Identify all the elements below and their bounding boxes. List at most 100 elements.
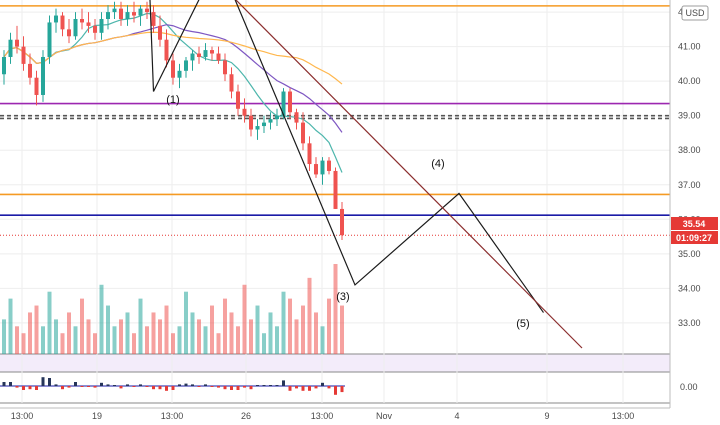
candle-body — [190, 53, 195, 61]
oscillator-bar — [87, 386, 90, 387]
oscillator-bar — [139, 384, 142, 386]
time-axis-label: 26 — [241, 411, 251, 421]
volume-bar — [190, 312, 195, 354]
candle-body — [67, 29, 71, 37]
volume-bar — [93, 333, 97, 354]
candle-body — [47, 22, 52, 57]
oscillator-bar — [262, 385, 266, 386]
candle-body — [80, 18, 84, 23]
candle-body — [86, 22, 91, 26]
grid-lines — [0, 0, 670, 403]
oscillator-bar — [249, 386, 253, 390]
candle-body — [60, 15, 65, 30]
candle-body — [197, 53, 201, 57]
oscillator-bar — [204, 384, 207, 386]
price-axis[interactable] — [670, 0, 720, 425]
candle-body — [112, 8, 117, 13]
oscillator-bar — [2, 382, 6, 386]
price-axis-label: 40.00 — [678, 76, 701, 86]
price-axis-label: 37.00 — [678, 180, 701, 190]
oscillator-bar — [9, 382, 12, 386]
oscillator-bar — [41, 377, 45, 386]
candle-body — [333, 170, 338, 209]
candle-body — [268, 119, 273, 123]
time-axis-label: Nov — [376, 411, 393, 421]
candle-body — [54, 15, 58, 23]
oscillator-bar — [191, 384, 194, 386]
candle-body — [307, 143, 312, 165]
volume-bar — [106, 305, 110, 354]
volume-bar — [28, 312, 32, 354]
oscillator-bar — [314, 386, 318, 389]
candles — [2, 1, 344, 241]
oscillator-band — [0, 354, 670, 372]
volume-bar — [184, 291, 188, 354]
oscillator-bar — [100, 382, 103, 386]
oscillator-bar — [327, 386, 331, 389]
candle-body — [151, 12, 156, 26]
volume-bar — [216, 333, 221, 354]
drawing-layer[interactable] — [149, 0, 583, 349]
candle-body — [34, 77, 39, 95]
volume-bar — [242, 284, 247, 354]
oscillator-bar — [158, 386, 162, 390]
oscillator-bar — [334, 386, 337, 395]
volume-bar — [288, 298, 292, 354]
oscillator-bar — [113, 385, 116, 386]
time-axis-label: 13:00 — [612, 411, 635, 421]
oscillator-bar — [217, 386, 220, 388]
volume-bar — [275, 326, 279, 354]
candle-body — [21, 46, 26, 64]
oscillator-bar — [126, 384, 129, 386]
candle-body — [242, 108, 247, 116]
oscillator-bar — [48, 378, 51, 386]
volume-bar — [294, 319, 299, 354]
oscillator-bar — [230, 386, 233, 390]
price-axis-label: 39.00 — [678, 111, 701, 121]
candle-body — [327, 160, 331, 171]
volume-bar — [333, 264, 338, 354]
volume-bar — [164, 305, 169, 354]
oscillator-bar — [171, 386, 175, 390]
candle-body — [171, 60, 175, 78]
oscillator-bar — [67, 386, 71, 388]
volume-bar — [125, 312, 130, 354]
candle-body — [314, 164, 318, 175]
price-axis-label: 38.00 — [678, 145, 701, 155]
time-axis-label: 13:00 — [161, 411, 184, 421]
price-axis-label: 33.00 — [678, 318, 701, 328]
oscillator-bar — [295, 386, 298, 389]
volume-bar — [132, 333, 136, 354]
oscillator-bar — [106, 384, 110, 386]
trend-line[interactable] — [235, 0, 583, 349]
oscillator-bar — [22, 386, 25, 390]
candle-body — [106, 12, 110, 19]
indicator-axis-label: 0.00 — [680, 382, 698, 392]
volume-bar — [8, 298, 13, 354]
oscillator-bar — [282, 380, 285, 386]
time-axis[interactable] — [0, 408, 670, 425]
volume-bar — [301, 305, 305, 354]
volume-histogram — [2, 264, 344, 354]
time-axis-label: 13:00 — [11, 411, 34, 421]
volume-bar — [119, 319, 123, 354]
volume-bar — [268, 312, 273, 354]
volume-bar — [229, 312, 234, 354]
oscillator-bar — [178, 384, 181, 386]
volume-bar — [197, 319, 201, 354]
oscillator-bar — [152, 386, 155, 390]
oscillator-bar — [223, 386, 227, 390]
last-price-tag — [671, 217, 718, 230]
volume-bar — [2, 319, 6, 354]
elliott-wave-path[interactable] — [149, 0, 544, 313]
volume-bar — [249, 319, 253, 354]
currency-badge[interactable] — [681, 5, 709, 21]
currency-badge-label: USD — [685, 8, 705, 18]
candle-body — [15, 39, 19, 47]
volume-bar — [307, 277, 312, 354]
oscillator-bar — [340, 386, 344, 393]
volume-bar — [203, 326, 208, 354]
candle-body — [8, 39, 13, 57]
